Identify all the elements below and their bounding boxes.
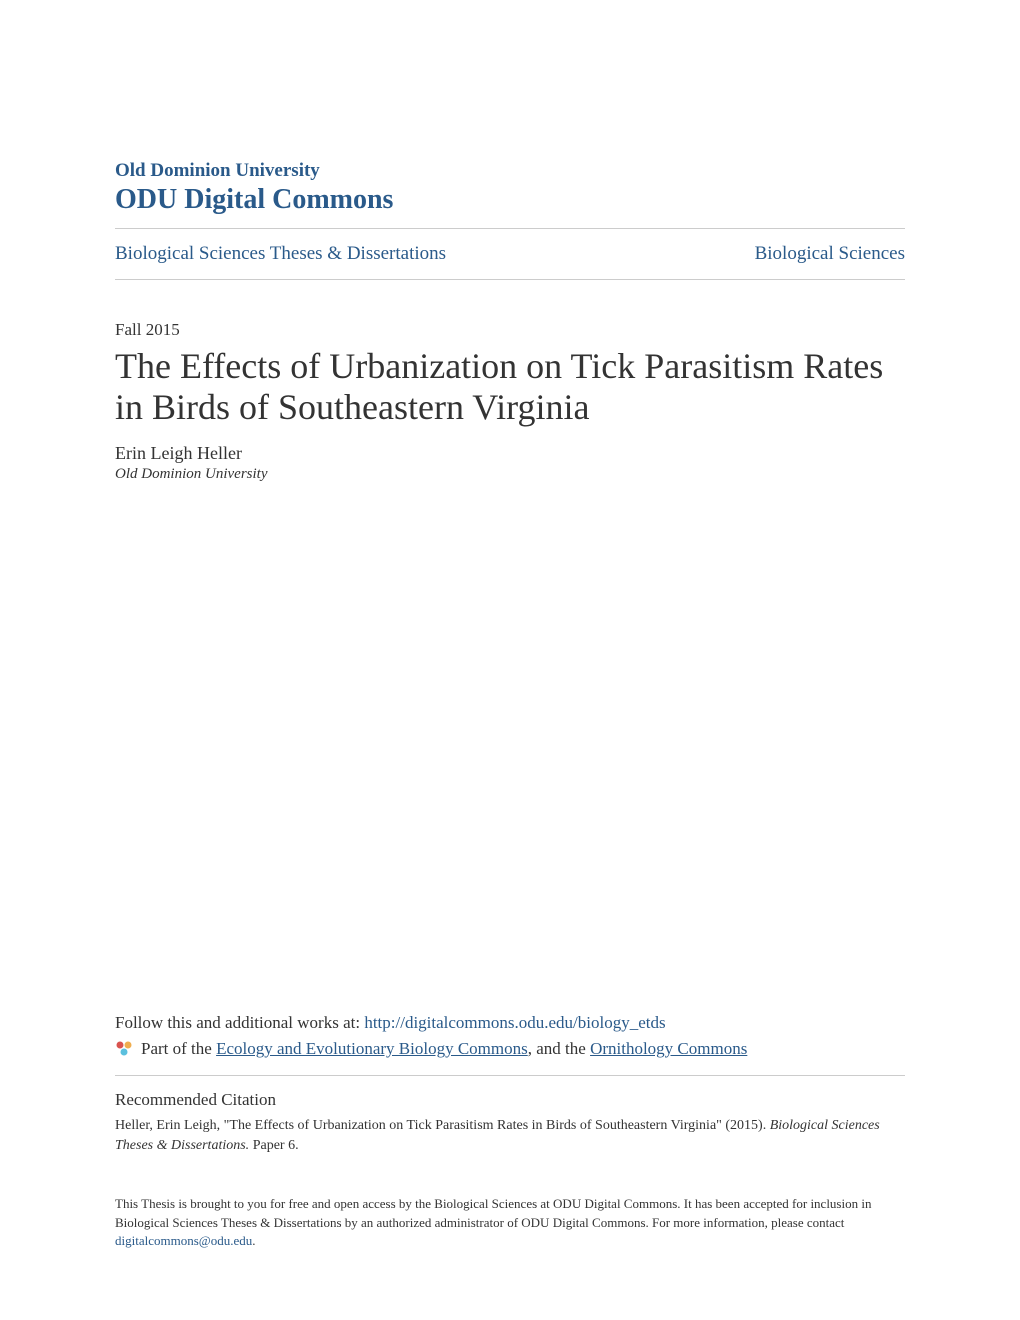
footer-period: .	[252, 1233, 255, 1248]
divider-citation	[115, 1075, 905, 1076]
university-name: Old Dominion University	[115, 160, 905, 182]
network-icon	[115, 1040, 133, 1058]
partof-line: Part of the Ecology and Evolutionary Bio…	[115, 1039, 905, 1059]
partof-middle: , and the	[528, 1039, 590, 1058]
divider-breadcrumb	[115, 279, 905, 280]
breadcrumb-department[interactable]: Biological Sciences	[755, 243, 905, 265]
follow-url-link[interactable]: http://digitalcommons.odu.edu/biology_et…	[364, 1013, 665, 1032]
publication-date: Fall 2015	[115, 320, 905, 340]
follow-prefix: Follow this and additional works at:	[115, 1013, 364, 1032]
commons-link-1[interactable]: Ecology and Evolutionary Biology Commons	[216, 1039, 528, 1058]
follow-line: Follow this and additional works at: htt…	[115, 1013, 905, 1033]
footer-body: This Thesis is brought to you for free a…	[115, 1196, 871, 1229]
footer-email-link[interactable]: digitalcommons@odu.edu	[115, 1233, 252, 1248]
follow-section: Follow this and additional works at: htt…	[115, 1013, 905, 1250]
header: Old Dominion University ODU Digital Comm…	[115, 160, 905, 216]
breadcrumb-row: Biological Sciences Theses & Dissertatio…	[115, 229, 905, 279]
commons-name[interactable]: ODU Digital Commons	[115, 184, 905, 216]
breadcrumb-collection[interactable]: Biological Sciences Theses & Dissertatio…	[115, 243, 446, 265]
citation-before: Heller, Erin Leigh, "The Effects of Urba…	[115, 1118, 770, 1133]
footer-text: This Thesis is brought to you for free a…	[115, 1195, 905, 1250]
document-title: The Effects of Urbanization on Tick Para…	[115, 346, 905, 429]
partof-text: Part of the Ecology and Evolutionary Bio…	[141, 1039, 747, 1059]
citation-header: Recommended Citation	[115, 1090, 905, 1110]
commons-link-2[interactable]: Ornithology Commons	[590, 1039, 747, 1058]
author-affiliation: Old Dominion University	[115, 466, 905, 483]
citation-text: Heller, Erin Leigh, "The Effects of Urba…	[115, 1116, 905, 1155]
partof-prefix: Part of the	[141, 1039, 216, 1058]
author-name: Erin Leigh Heller	[115, 443, 905, 464]
citation-after: Paper 6.	[249, 1138, 298, 1153]
